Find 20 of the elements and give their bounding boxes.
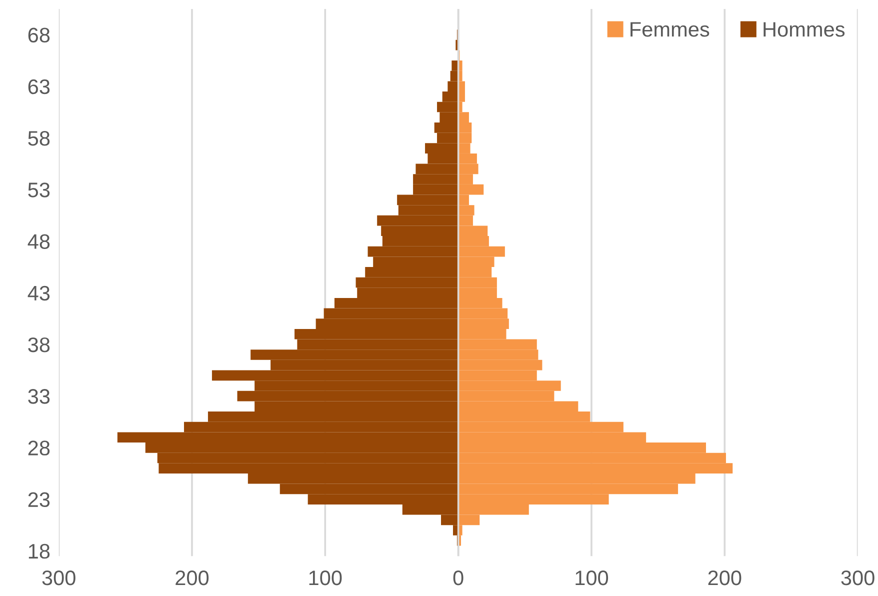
y-tick-label: 68 <box>28 28 50 42</box>
y-tick-label: 33 <box>28 389 50 404</box>
y-tick-label: 18 <box>28 544 50 559</box>
y-tick-label: 48 <box>28 234 50 249</box>
x-tick-label: 0 <box>453 570 464 586</box>
x-tick-label: 100 <box>309 570 342 586</box>
x-tick-label: 200 <box>176 570 209 586</box>
y-tick-label: 53 <box>28 182 50 198</box>
y-tick-label: 38 <box>28 337 50 352</box>
x-tick-label: 300 <box>841 570 874 586</box>
x-tick-label: 300 <box>42 570 76 586</box>
legend-label: Femmes <box>630 22 710 37</box>
x-tick-label: 200 <box>708 570 742 586</box>
legend-label: Hommes <box>764 22 845 37</box>
y-tick-label: 28 <box>28 440 50 456</box>
y-tick-label: 63 <box>28 79 50 94</box>
y-tick-label: 43 <box>28 286 50 301</box>
y-tick-label: 58 <box>28 130 50 146</box>
y-tick-label: 23 <box>28 492 50 508</box>
x-tick-label: 100 <box>576 570 608 586</box>
